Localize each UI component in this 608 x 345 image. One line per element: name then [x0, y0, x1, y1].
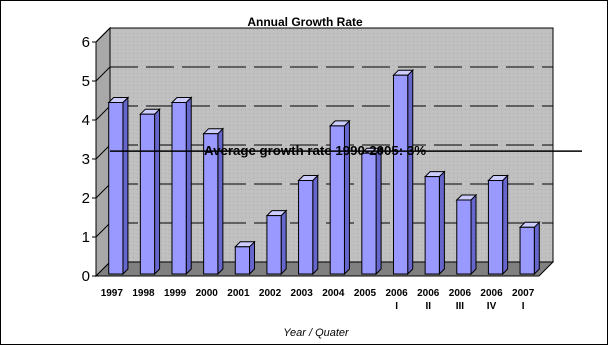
x-tick-label: 2006 — [417, 288, 440, 299]
y-tick-label: 1 — [82, 229, 90, 246]
bar — [487, 180, 504, 275]
chart-floor — [94, 261, 555, 277]
x-tick-label: 2004 — [322, 288, 345, 299]
bar — [234, 246, 251, 275]
y-tick-label: 6 — [82, 34, 90, 51]
y-tick-label: 2 — [82, 190, 90, 207]
bar-side — [122, 96, 129, 276]
bar-side — [470, 193, 477, 276]
bar-side — [438, 170, 445, 276]
x-tick-label: 1998 — [132, 288, 155, 299]
x-tick-label: 2002 — [259, 288, 282, 299]
bar — [519, 226, 535, 275]
average-line-label: Average growth rate 1990-2005: 3% — [204, 143, 426, 158]
bar — [108, 102, 124, 275]
x-tick-label: IV — [487, 301, 497, 312]
x-tick-label: 1999 — [164, 288, 187, 299]
plot-area: 0 1 2 3 4 5 6 Average growth rate 1990-2005: 3%… — [82, 26, 582, 312]
x-axis-label: Year / Quater — [283, 327, 350, 339]
bar-side — [533, 221, 540, 276]
bar — [456, 199, 472, 275]
bar — [203, 133, 219, 275]
x-tick-label: II — [425, 301, 431, 312]
bar-side — [502, 174, 509, 276]
bar-side — [375, 146, 382, 276]
x-tick-label: 2006 — [480, 288, 503, 299]
bar-side — [154, 107, 161, 276]
x-tick-label: 2001 — [227, 288, 250, 299]
gridline-side — [95, 66, 111, 82]
gridline-side — [95, 144, 111, 160]
bar-side — [312, 174, 319, 276]
x-tick-label: 2006 — [385, 288, 408, 299]
x-tick-label: 2003 — [291, 288, 314, 299]
y-tick-label: 0 — [82, 268, 90, 285]
x-tick-label: 2005 — [354, 288, 377, 299]
x-tick-label: 2000 — [196, 288, 219, 299]
gridline-side — [95, 183, 111, 199]
chart-title: Annual Growth Rate — [247, 15, 363, 29]
bar — [266, 215, 282, 275]
bar — [392, 74, 409, 275]
bar-side — [407, 68, 414, 276]
y-tick-label: 5 — [82, 73, 90, 90]
bar — [298, 180, 314, 275]
x-tick-label: I — [522, 301, 525, 312]
bars — [107, 68, 541, 276]
bar — [361, 152, 377, 275]
bar — [171, 102, 187, 275]
x-tick-label: I — [395, 301, 398, 312]
x-tick-label: 2006 — [449, 288, 472, 299]
bar — [424, 176, 440, 275]
x-tick-label: III — [456, 301, 465, 312]
bar — [139, 113, 156, 275]
gridline-side — [95, 105, 111, 121]
x-tick-label: 1997 — [101, 288, 124, 299]
y-tick-label: 4 — [82, 112, 90, 129]
bar-side — [185, 96, 192, 276]
y-tick-label: 3 — [82, 151, 90, 168]
x-tick-label: 2007 — [512, 288, 535, 299]
gridline-side — [95, 222, 111, 238]
gridline-side — [95, 27, 111, 43]
bar-side — [280, 209, 287, 276]
bar — [329, 125, 345, 275]
